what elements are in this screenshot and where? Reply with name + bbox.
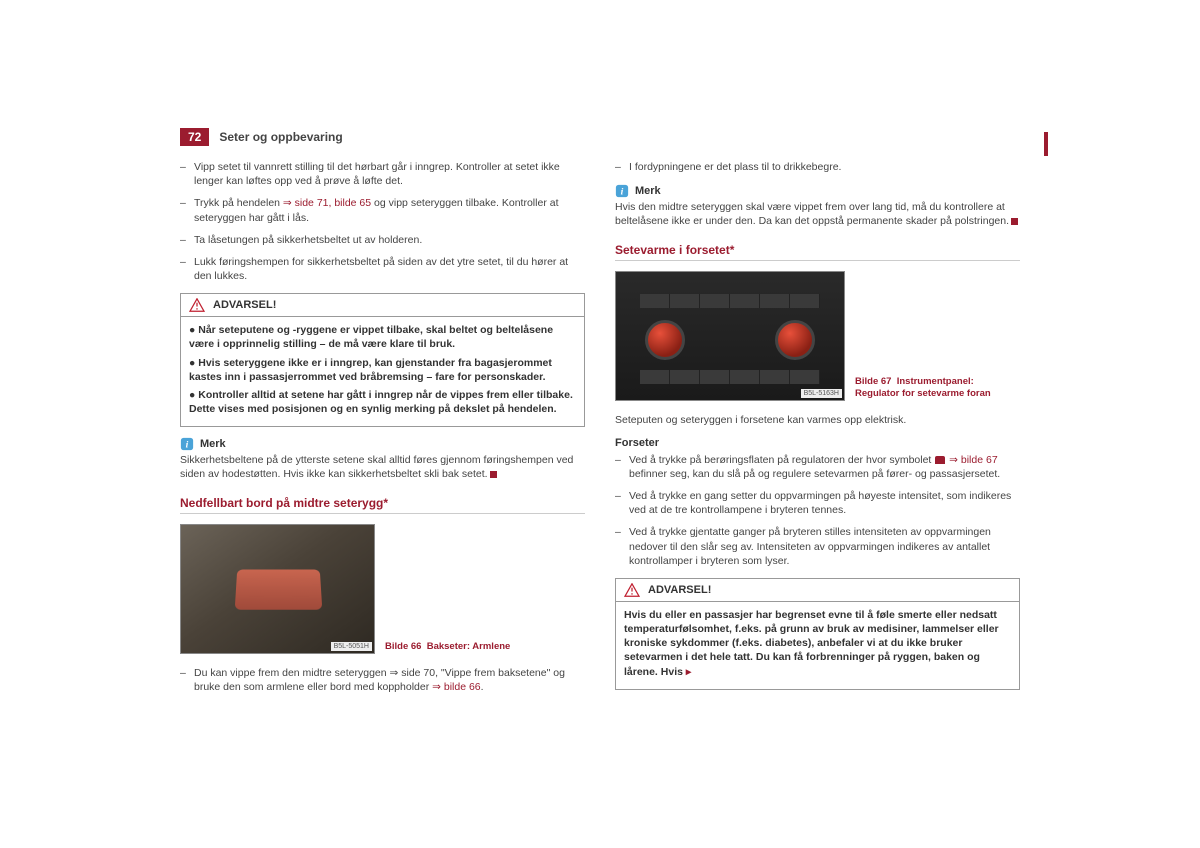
- page-header: 72 Seter og oppbevaring: [180, 128, 1020, 146]
- list-item: Ved å trykke en gang setter du oppvarmin…: [629, 489, 1020, 517]
- info-icon: i: [180, 437, 194, 451]
- list-text: Lukk føringshempen for sikkerhetsbeltet …: [194, 256, 568, 282]
- warning-triangle-icon: [189, 298, 205, 312]
- note-body: Hvis den midtre seteryggen skal være vip…: [615, 201, 1009, 227]
- right-column: I fordypningene er det plass til to drik…: [615, 160, 1020, 702]
- page-number: 72: [180, 128, 209, 146]
- warning-header: ADVARSEL!: [181, 294, 584, 317]
- list-item: Trykk på hendelen ⇒ side 71, bilde 65 og…: [194, 196, 585, 224]
- list-item: Ved å trykke gjentatte ganger på brytere…: [629, 525, 1020, 568]
- instruction-list: Vipp setet til vannrett stilling til det…: [180, 160, 585, 283]
- figure-number: Bilde 66: [385, 641, 421, 652]
- figure-67-caption: Bilde 67 Instrumentpanel: Regulator for …: [855, 376, 1020, 401]
- figure-67-image: B5L-5163H: [615, 271, 845, 401]
- armrest-illustration: [235, 569, 323, 609]
- note-title: Merk: [635, 185, 661, 197]
- left-column: Vipp setet til vannrett stilling til det…: [180, 160, 585, 702]
- continue-arrow-icon: ▸: [686, 666, 691, 678]
- list-item: Ta låsetungen på sikkerhetsbeltet ut av …: [194, 233, 585, 247]
- cross-ref: ⇒ bilde 67: [949, 454, 998, 466]
- list-item: I fordypningene er det plass til to drik…: [629, 160, 1020, 174]
- warning-body: ● Når seteputene og -ryggene er vippet t…: [181, 317, 584, 426]
- warning-header: ADVARSEL!: [616, 579, 1019, 602]
- warning-triangle-icon: [624, 583, 640, 597]
- thumb-tab: [1044, 132, 1048, 156]
- list-item: Du kan vippe frem den midtre seteryggen …: [194, 666, 585, 694]
- note-body: Sikkerhetsbeltene på de ytterste setene …: [180, 454, 573, 480]
- button-strip-lower: [640, 370, 820, 384]
- note-header: i Merk: [180, 437, 585, 451]
- figure-66: B5L-5051H Bilde 66 Bakseter: Armlene: [180, 524, 585, 654]
- right-dial: [775, 320, 815, 360]
- warning-title: ADVARSEL!: [648, 584, 711, 596]
- list-item: Vipp setet til vannrett stilling til det…: [194, 160, 585, 188]
- figure-66-image: B5L-5051H: [180, 524, 375, 654]
- forseter-list: Ved å trykke på berøringsflaten på regul…: [615, 453, 1020, 568]
- warning-item: ● Når seteputene og -ryggene er vippet t…: [189, 323, 576, 351]
- info-icon: i: [615, 184, 629, 198]
- subsection-heading: Setevarme i forsetet*: [615, 243, 1020, 261]
- list-item: Ved å trykke på berøringsflaten på regul…: [629, 453, 1020, 481]
- svg-text:i: i: [186, 440, 189, 451]
- figure-id-tag: B5L-5051H: [331, 642, 372, 651]
- seat-heat-icon: [935, 456, 945, 464]
- two-column-layout: Vipp setet til vannrett stilling til det…: [180, 160, 1020, 702]
- note-title: Merk: [200, 438, 226, 450]
- warning-box: ADVARSEL! ● Når seteputene og -ryggene e…: [180, 293, 585, 427]
- note-text: Hvis den midtre seteryggen skal være vip…: [615, 200, 1020, 228]
- intro-text: Seteputen og seteryggen i forsetene kan …: [615, 413, 1020, 427]
- warning-item: ● Hvis seteryggene ikke er i inngrep, ka…: [189, 356, 576, 384]
- lower-instruction-list: Du kan vippe frem den midtre seteryggen …: [180, 666, 585, 694]
- top-bullet: I fordypningene er det plass til to drik…: [615, 160, 1020, 174]
- figure-id-tag: B5L-5163H: [801, 389, 842, 398]
- figure-number: Bilde 67: [855, 376, 891, 387]
- cross-ref: ⇒ side 71, bilde 65: [283, 197, 371, 209]
- page-content: 72 Seter og oppbevaring Vipp setet til v…: [180, 128, 1020, 702]
- dial-row: [645, 320, 815, 360]
- sub-heading: Forseter: [615, 437, 1020, 449]
- svg-text:i: i: [621, 187, 624, 198]
- subsection-heading: Nedfellbart bord på midtre seterygg*: [180, 496, 585, 514]
- section-title: Seter og oppbevaring: [219, 130, 342, 144]
- warning-body-text: Hvis du eller en passasjer har begrenset…: [624, 609, 999, 678]
- warning-text: Hvis du eller en passasjer har begrenset…: [624, 608, 1011, 679]
- figure-67: B5L-5163H Bilde 67 Instrumentpanel: Regu…: [615, 271, 1020, 401]
- section-end-icon: [1011, 218, 1018, 225]
- warning-box: ADVARSEL! Hvis du eller en passasjer har…: [615, 578, 1020, 690]
- section-end-icon: [490, 471, 497, 478]
- list-text: Vipp setet til vannrett stilling til det…: [194, 161, 560, 187]
- note-header: i Merk: [615, 184, 1020, 198]
- warning-item: ● Kontroller alltid at setene har gått i…: [189, 388, 576, 416]
- button-strip: [640, 294, 820, 308]
- note-text: Sikkerhetsbeltene på de ytterste setene …: [180, 453, 585, 481]
- figure-caption-text: Bakseter: Armlene: [427, 641, 511, 652]
- warning-body: Hvis du eller en passasjer har begrenset…: [616, 602, 1019, 689]
- list-text: Ta låsetungen på sikkerhetsbeltet ut av …: [194, 234, 422, 246]
- figure-66-caption: Bilde 66 Bakseter: Armlene: [385, 641, 510, 653]
- cross-ref: ⇒ bilde 66: [432, 681, 481, 693]
- left-dial: [645, 320, 685, 360]
- list-item: Lukk føringshempen for sikkerhetsbeltet …: [194, 255, 585, 283]
- warning-title: ADVARSEL!: [213, 299, 276, 311]
